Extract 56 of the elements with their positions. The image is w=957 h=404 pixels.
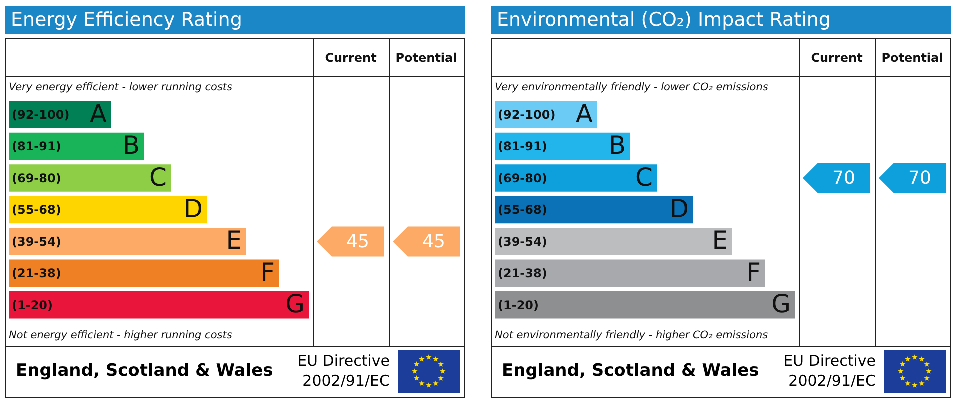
annotation: (39-54) <box>12 234 62 249</box>
y-tick-label: E <box>226 226 242 256</box>
annotation: (1-20) <box>498 298 539 312</box>
annotation: (1-20) <box>12 298 53 312</box>
chart-title: Energy Efficiency Rating <box>5 6 465 34</box>
y-tick-label: G <box>772 290 791 319</box>
y-tick-label: D <box>670 194 689 224</box>
text: Potential <box>882 51 944 66</box>
bar <box>495 196 693 224</box>
annotation: (69-80) <box>12 171 62 186</box>
bar <box>495 228 732 256</box>
text: 70 <box>908 168 932 189</box>
annotation: (39-54) <box>498 234 548 249</box>
annotation: (92-100) <box>12 108 70 122</box>
annotation: (81-91) <box>498 140 548 154</box>
text: Very environmentally friendly - lower CO₂ emissions <box>495 82 769 94</box>
text: 45 <box>422 231 446 252</box>
chart-title: Environmental (CO₂) Impact Rating <box>491 6 951 34</box>
text: Not energy efficient - higher running costs <box>9 330 233 342</box>
y-tick-label: C <box>636 162 653 192</box>
bar <box>495 164 657 192</box>
annotation: (81-91) <box>12 140 62 154</box>
text: England, Scotland & Wales <box>16 361 274 381</box>
y-tick-label: B <box>122 131 140 160</box>
annotation: (21-38) <box>12 266 62 281</box>
y-tick-label: B <box>608 131 626 160</box>
y-tick-label: C <box>150 162 167 192</box>
text: 70 <box>832 168 856 189</box>
y-tick-label: A <box>576 99 593 128</box>
text: England, Scotland & Wales <box>502 361 760 381</box>
text: Current <box>325 51 378 66</box>
bar <box>495 292 795 319</box>
annotation: (92-100) <box>498 108 556 122</box>
y-tick-label: G <box>286 290 305 319</box>
text: EU Directive 2002/91/EC <box>296 351 390 391</box>
y-tick-label: A <box>90 99 107 128</box>
bar <box>9 228 246 256</box>
bar <box>9 196 207 224</box>
text: Not environmentally friendly - higher CO₂ emissions <box>495 330 769 342</box>
bar <box>9 164 171 192</box>
text: Current <box>811 51 864 66</box>
annotation: (21-38) <box>498 266 548 281</box>
y-tick-label: D <box>184 194 203 224</box>
annotation: (55-68) <box>12 203 62 218</box>
text: Potential <box>396 51 458 66</box>
bar <box>9 260 279 288</box>
y-tick-label: F <box>746 258 761 287</box>
bar <box>495 260 765 288</box>
annotation: (69-80) <box>498 171 548 186</box>
text: 45 <box>346 231 370 252</box>
bar <box>9 292 309 319</box>
y-tick-label: F <box>260 258 275 287</box>
text: EU Directive 2002/91/EC <box>782 351 876 391</box>
y-tick-label: E <box>712 226 728 256</box>
annotation: (55-68) <box>498 203 548 218</box>
text: Very energy efficient - lower running costs <box>9 82 234 94</box>
